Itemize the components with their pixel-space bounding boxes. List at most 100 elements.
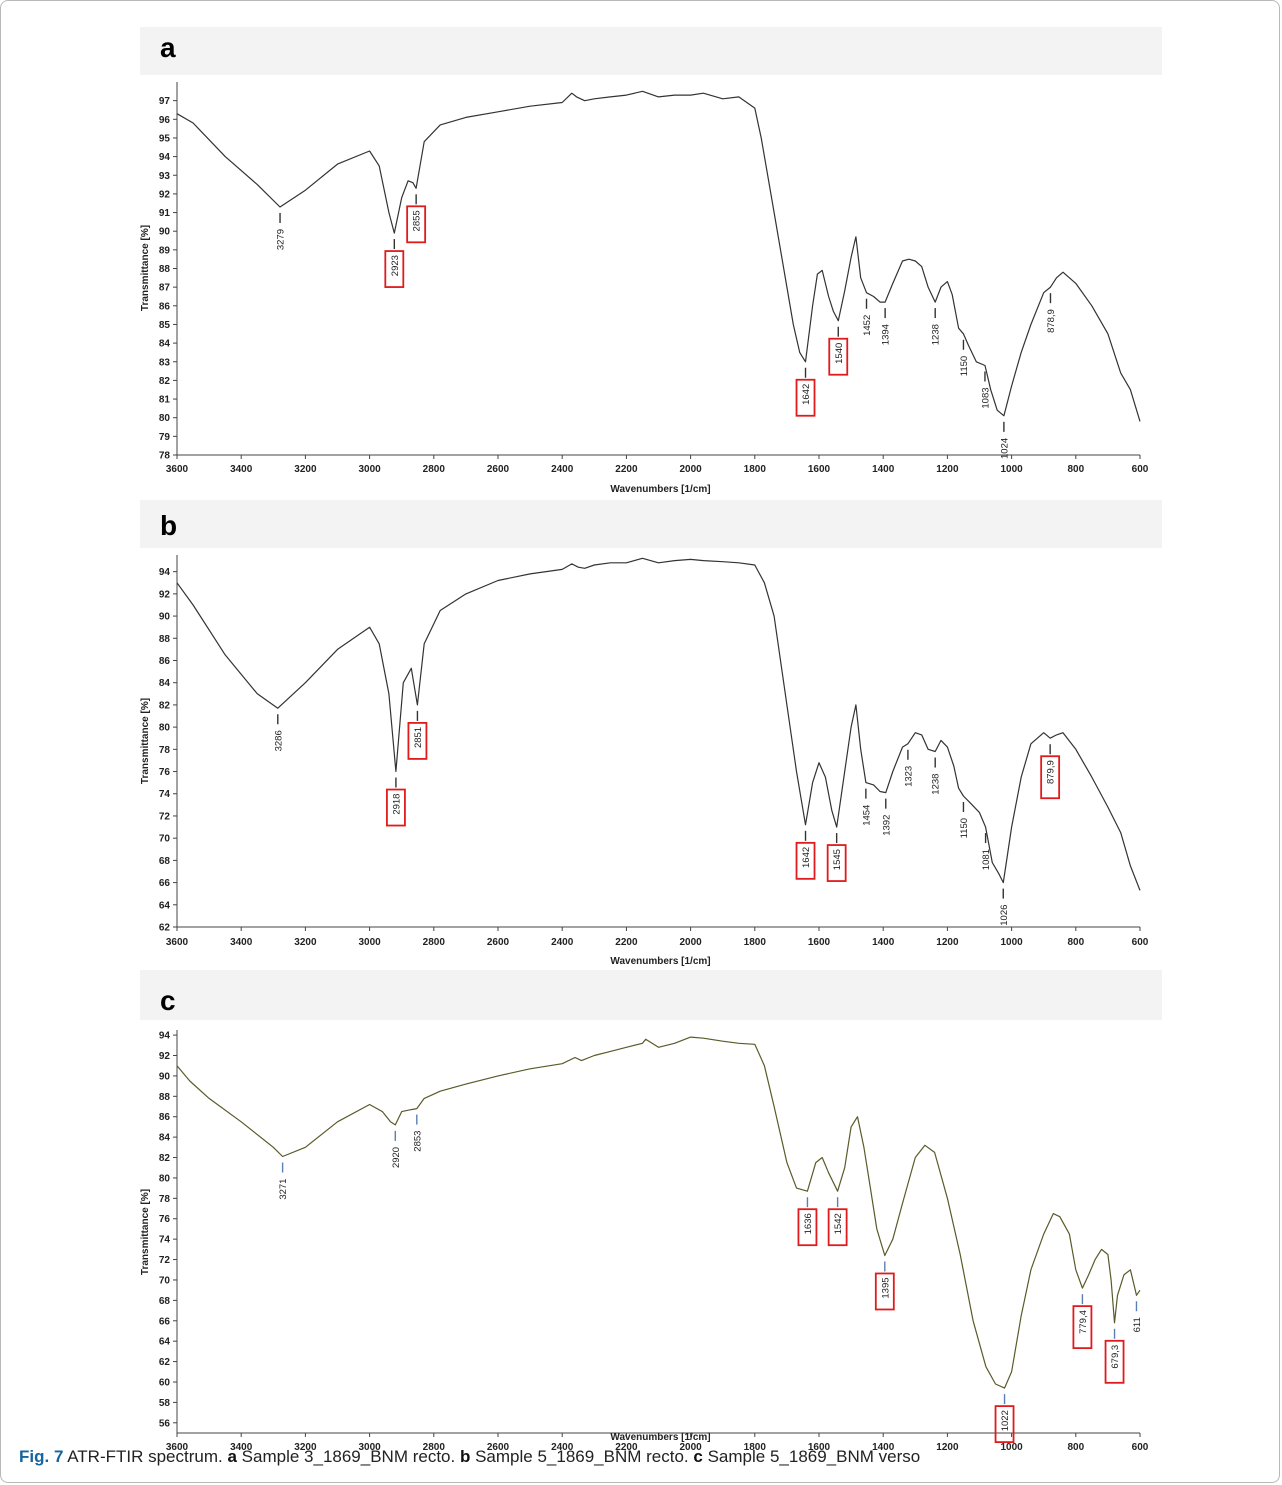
y-tick-label: 91 (159, 208, 171, 219)
peak-label: 1150 (959, 356, 970, 376)
y-tick-label: 74 (159, 1235, 171, 1246)
peak-annotation: 1642 (795, 367, 816, 417)
caption-part-b-text: Sample 5_1869_BNM recto. (475, 1447, 689, 1466)
x-tick-label: 800 (1067, 464, 1084, 475)
peak-label: 1394 (881, 324, 892, 345)
x-tick-label: 2400 (551, 1442, 574, 1453)
peak-highlight-box (994, 1405, 1015, 1444)
peak-annotation: 1540 (828, 326, 849, 376)
peak-highlight-box (384, 250, 405, 288)
x-tick-label: 2800 (423, 464, 446, 475)
peak-label: 1642 (801, 384, 812, 405)
peak-annotation: 1545 (826, 833, 847, 882)
y-tick-label: 93 (159, 171, 171, 182)
spectrum-line (176, 90, 1141, 422)
peak-highlight-box (797, 1208, 818, 1247)
y-tick-label: 81 (159, 395, 171, 406)
y-tick-label: 80 (159, 723, 171, 734)
x-tick-label: 600 (1132, 937, 1149, 948)
peak-label: 779,4 (1078, 1310, 1089, 1334)
peak-annotation: 1083 (980, 371, 991, 409)
y-tick-label: 66 (159, 1316, 171, 1327)
peak-label: 1642 (801, 847, 812, 868)
x-tick-label: 1600 (808, 464, 831, 475)
peak-annotation: 1642 (795, 830, 816, 880)
peak-annotation: 1452 (862, 298, 873, 336)
peak-label: 2851 (413, 727, 424, 748)
peak-annotation: 1024 (999, 421, 1010, 459)
x-tick-label: 3200 (294, 464, 317, 475)
peak-annotation: 2918 (386, 777, 406, 827)
x-tick-label: 1400 (872, 937, 895, 948)
y-tick-label: 82 (159, 1153, 171, 1164)
peak-label: 1238 (931, 324, 942, 345)
peak-label: 1238 (931, 774, 942, 795)
peak-label: 1454 (861, 805, 872, 826)
panel-header-strip (140, 500, 1162, 548)
figure-caption: Fig. 7 ATR-FTIR spectrum. a Sample 3_186… (19, 1447, 920, 1467)
peak-label: 1083 (980, 387, 991, 408)
peak-highlight-box (795, 378, 816, 417)
x-tick-label: 3600 (166, 1442, 189, 1453)
peak-label: 1024 (999, 438, 1010, 459)
x-tick-label: 2600 (487, 464, 510, 475)
y-tick-label: 90 (159, 227, 171, 238)
peak-label: 1150 (959, 818, 970, 838)
peak-label: 2920 (391, 1147, 402, 1168)
peak-label: 611 (1132, 1317, 1143, 1332)
peak-highlight-box (1072, 1305, 1093, 1350)
x-tick-label: 3200 (294, 937, 317, 948)
y-tick-label: 97 (159, 96, 171, 107)
x-tick-label: 3600 (166, 937, 189, 948)
y-tick-label: 92 (159, 189, 171, 200)
x-axis-label: Wavenumbers [1/cm] (610, 956, 710, 967)
peak-annotation: 679,3 (1104, 1328, 1125, 1384)
y-tick-label: 88 (159, 264, 171, 275)
peak-label: 1392 (881, 815, 892, 836)
y-tick-label: 94 (159, 152, 171, 163)
y-tick-label: 89 (159, 245, 171, 256)
y-tick-label: 66 (159, 878, 171, 889)
y-tick-label: 64 (159, 900, 171, 911)
x-tick-label: 1000 (1000, 464, 1023, 475)
chart-panel-c: c 56 58 60 62 64 66 68 70 72 74 76 78 80 82 84 86 88 90 92 9… (140, 970, 1162, 1453)
spectrum-line (176, 1036, 1141, 1389)
x-tick-label: 1800 (744, 937, 767, 948)
x-tick-label: 1400 (872, 1442, 895, 1453)
y-tick-label: 82 (159, 376, 171, 387)
peak-label: 1395 (880, 1277, 891, 1298)
peak-highlight-box (1104, 1339, 1125, 1384)
x-tick-label: 3400 (230, 937, 253, 948)
y-tick-label: 78 (159, 745, 171, 756)
caption-fig-label: Fig. 7 (19, 1447, 64, 1466)
x-tick-label: 1600 (808, 1442, 831, 1453)
x-tick-label: 1400 (872, 464, 895, 475)
x-tick-label: 2400 (551, 464, 574, 475)
panel-label: b (160, 510, 177, 541)
caption-part-a-letter: a (227, 1447, 237, 1466)
x-tick-label: 1200 (936, 1442, 959, 1453)
x-tick-label: 2000 (679, 464, 702, 475)
x-tick-label: 3200 (294, 1442, 317, 1453)
peak-label: 1545 (832, 849, 843, 870)
x-tick-label: 1000 (1000, 1442, 1023, 1453)
peak-annotation: 1238 (931, 308, 942, 345)
panel-header-strip (140, 27, 1162, 75)
y-tick-label: 80 (159, 413, 171, 424)
x-tick-label: 2000 (679, 1442, 702, 1453)
peak-highlight-box (826, 844, 847, 882)
y-tick-label: 78 (159, 1194, 171, 1205)
x-tick-label: 1000 (1000, 937, 1023, 948)
y-tick-label: 95 (159, 133, 171, 144)
y-tick-label: 90 (159, 1071, 171, 1082)
y-tick-label: 92 (159, 1051, 171, 1062)
y-tick-label: 70 (159, 834, 171, 845)
x-axis-label: Wavenumbers [1/cm] (610, 484, 710, 495)
y-tick-label: 76 (159, 1214, 171, 1225)
y-tick-label: 72 (159, 811, 171, 822)
peak-label: 3279 (276, 229, 287, 250)
y-tick-label: 58 (159, 1398, 171, 1409)
x-tick-label: 1200 (936, 937, 959, 948)
peak-annotation: 1395 (874, 1261, 895, 1311)
